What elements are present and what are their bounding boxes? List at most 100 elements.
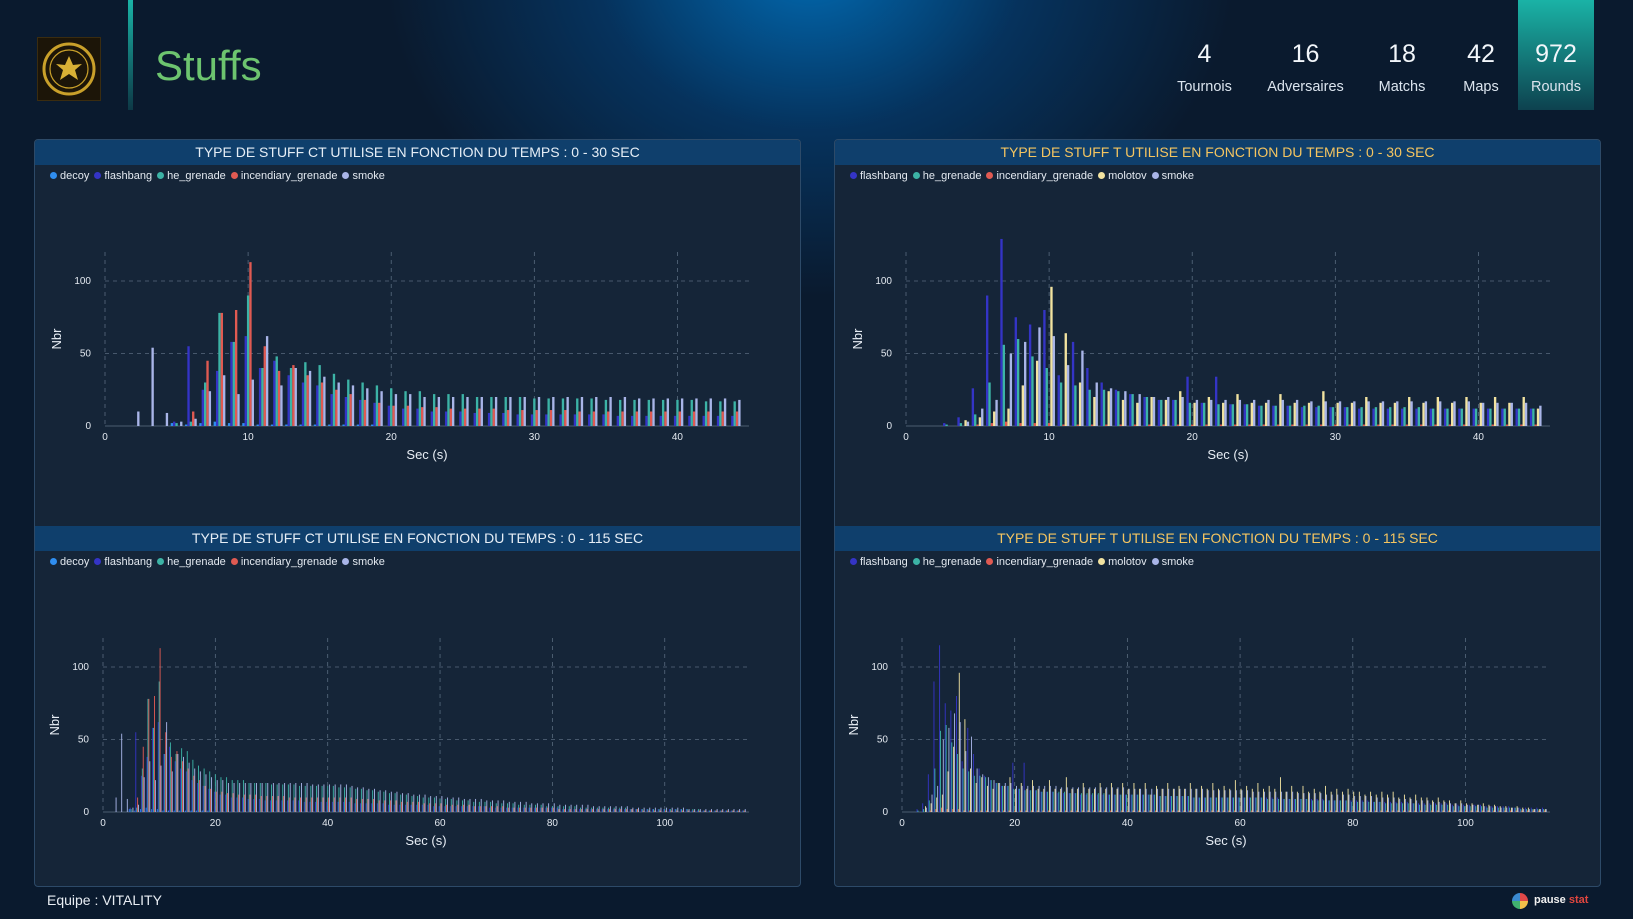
- bar-flashbang[interactable]: [208, 788, 210, 812]
- bar-he_grenade[interactable]: [504, 397, 507, 426]
- bar-smoke[interactable]: [1483, 806, 1485, 812]
- bar-smoke[interactable]: [1168, 788, 1170, 812]
- bar-incendiary_grenade[interactable]: [710, 810, 712, 812]
- bar-he_grenade[interactable]: [714, 810, 716, 812]
- bar-flashbang[interactable]: [659, 415, 662, 426]
- bar-incendiary_grenade[interactable]: [249, 262, 252, 426]
- bar-smoke[interactable]: [295, 783, 297, 812]
- bar-flashbang[interactable]: [348, 801, 350, 812]
- bar-flashbang[interactable]: [688, 415, 691, 426]
- bar-flashbang[interactable]: [1096, 794, 1098, 812]
- bar-incendiary_grenade[interactable]: [506, 410, 510, 426]
- bar-incendiary_grenade[interactable]: [670, 810, 672, 812]
- bar-he_grenade[interactable]: [1464, 806, 1466, 812]
- legend-item[interactable]: incendiary_grenade: [986, 556, 1093, 568]
- bar-smoke[interactable]: [345, 784, 347, 812]
- bar-he_grenade[interactable]: [1283, 798, 1285, 812]
- bar-smoke[interactable]: [1381, 401, 1385, 426]
- bar-incendiary_grenade[interactable]: [154, 696, 155, 812]
- bar-incendiary_grenade[interactable]: [1284, 810, 1286, 812]
- bar-smoke[interactable]: [1072, 787, 1074, 812]
- bar-smoke[interactable]: [435, 796, 437, 812]
- bar-molotov[interactable]: [1347, 788, 1349, 812]
- bar-incendiary_grenade[interactable]: [255, 794, 257, 812]
- bar-incendiary_grenade[interactable]: [148, 698, 150, 812]
- bar-incendiary_grenade[interactable]: [957, 809, 959, 812]
- bar-smoke[interactable]: [237, 394, 240, 426]
- bar-he_grenade[interactable]: [1075, 793, 1077, 812]
- bar-he_grenade[interactable]: [1064, 791, 1065, 812]
- bar-molotov[interactable]: [1071, 788, 1073, 812]
- bar-incendiary_grenade[interactable]: [1200, 810, 1202, 812]
- bar-flashbang[interactable]: [1006, 785, 1008, 812]
- bar-he_grenade[interactable]: [658, 809, 660, 812]
- bar-flashbang[interactable]: [719, 810, 721, 812]
- bar-smoke[interactable]: [115, 797, 117, 813]
- bar-he_grenade[interactable]: [1317, 800, 1319, 812]
- bar-smoke[interactable]: [593, 806, 595, 812]
- bar-he_grenade[interactable]: [563, 806, 565, 812]
- bar-flashbang[interactable]: [1001, 785, 1003, 812]
- bar-incendiary_grenade[interactable]: [401, 801, 403, 812]
- bar-he_grenade[interactable]: [1058, 791, 1060, 812]
- bar-smoke[interactable]: [1152, 397, 1156, 426]
- bar-flashbang[interactable]: [344, 397, 348, 426]
- bar-molotov[interactable]: [1078, 382, 1082, 427]
- bar-molotov[interactable]: [1189, 783, 1191, 812]
- bar-smoke[interactable]: [520, 801, 521, 812]
- bar-he_grenade[interactable]: [349, 787, 351, 812]
- bar-smoke[interactable]: [587, 804, 589, 812]
- bar-flashbang[interactable]: [253, 798, 255, 812]
- bar-flashbang[interactable]: [1367, 800, 1369, 812]
- bar-molotov[interactable]: [1336, 402, 1339, 426]
- bar-flashbang[interactable]: [640, 809, 642, 812]
- bar-incendiary_grenade[interactable]: [1172, 810, 1173, 812]
- bar-he_grenade[interactable]: [1531, 809, 1533, 812]
- bar-he_grenade[interactable]: [1486, 807, 1488, 812]
- bar-he_grenade[interactable]: [153, 727, 155, 812]
- bar-smoke[interactable]: [166, 722, 168, 812]
- bar-molotov[interactable]: [1536, 408, 1540, 426]
- bar-incendiary_grenade[interactable]: [176, 751, 178, 812]
- bar-flashbang[interactable]: [559, 414, 562, 426]
- bar-smoke[interactable]: [222, 780, 224, 812]
- bar-incendiary_grenade[interactable]: [631, 809, 633, 812]
- bar-he_grenade[interactable]: [490, 801, 492, 812]
- bar-incendiary_grenade[interactable]: [678, 411, 681, 427]
- bar-molotov[interactable]: [1539, 809, 1541, 812]
- bar-smoke[interactable]: [1489, 806, 1491, 812]
- bar-flashbang[interactable]: [163, 754, 165, 812]
- bar-incendiary_grenade[interactable]: [1477, 424, 1480, 426]
- bar-smoke[interactable]: [531, 803, 533, 812]
- bar-incendiary_grenade[interactable]: [980, 810, 982, 812]
- bar-molotov[interactable]: [953, 746, 955, 812]
- bar-flashbang[interactable]: [1141, 794, 1143, 812]
- bar-he_grenade[interactable]: [676, 399, 679, 426]
- bar-he_grenade[interactable]: [1396, 803, 1398, 812]
- bar-flashbang[interactable]: [1395, 801, 1397, 812]
- bar-smoke[interactable]: [1140, 788, 1141, 812]
- bar-he_grenade[interactable]: [282, 784, 284, 812]
- bar-smoke[interactable]: [1399, 798, 1401, 812]
- bar-smoke[interactable]: [1524, 402, 1528, 426]
- bar-he_grenade[interactable]: [422, 797, 424, 813]
- bar-decoy[interactable]: [196, 810, 198, 812]
- bar-molotov[interactable]: [1409, 797, 1411, 813]
- bar-flashbang[interactable]: [373, 402, 376, 426]
- bar-flashbang[interactable]: [601, 809, 603, 812]
- bar-he_grenade[interactable]: [1187, 796, 1189, 812]
- bar-smoke[interactable]: [576, 804, 578, 812]
- bar-he_grenade[interactable]: [1346, 407, 1349, 426]
- bar-he_grenade[interactable]: [917, 810, 919, 812]
- bar-flashbang[interactable]: [1170, 796, 1172, 812]
- bar-he_grenade[interactable]: [1452, 806, 1454, 812]
- bar-flashbang[interactable]: [173, 421, 176, 426]
- bar-flashbang[interactable]: [1237, 797, 1239, 813]
- bar-flashbang[interactable]: [1300, 407, 1304, 426]
- bar-smoke[interactable]: [523, 397, 526, 426]
- bar-incendiary_grenade[interactable]: [653, 810, 655, 812]
- bar-incendiary_grenade[interactable]: [496, 806, 498, 812]
- bar-he_grenade[interactable]: [1245, 404, 1249, 426]
- bar-flashbang[interactable]: [1344, 800, 1346, 812]
- bar-flashbang[interactable]: [1100, 382, 1103, 427]
